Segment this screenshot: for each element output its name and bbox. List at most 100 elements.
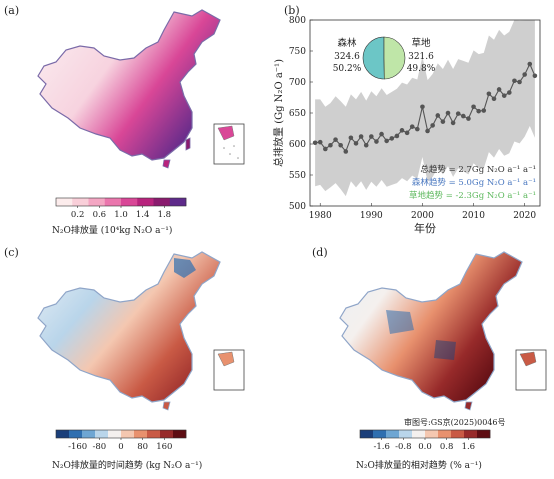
y-axis-label: 总排放量 (Gg N₂O a⁻¹): [272, 59, 285, 167]
taiwan-island: [185, 137, 191, 151]
colorbar-swatch: [169, 198, 187, 206]
data-point: [389, 136, 395, 141]
data-point: [466, 116, 471, 121]
colorbar-swatch: [121, 430, 135, 438]
data-point: [527, 61, 533, 67]
data-point: [420, 104, 425, 110]
colorbar-tick-label: 80: [137, 442, 148, 452]
hainan-island: [162, 159, 171, 169]
data-point: [445, 110, 451, 116]
data-point: [455, 111, 461, 116]
colorbar-tick-label: 0: [118, 442, 123, 452]
china-map-region: [37, 9, 221, 161]
data-point: [409, 124, 415, 129]
colorbar-swatch: [82, 430, 96, 438]
pie-percent: 49.8%: [407, 64, 436, 74]
data-point: [343, 149, 349, 154]
trend-annotation: 森林趋势 = 5.0Gg N₂O a⁻¹ a⁻¹: [412, 177, 536, 188]
colorbar-swatch: [69, 430, 83, 438]
data-point: [440, 119, 446, 124]
colorbar-tick-label: -0.8: [395, 442, 411, 452]
pie-slice: [383, 36, 406, 80]
colorbar-tick-label: 160: [156, 442, 172, 452]
colorbar-tick-label: -160: [68, 442, 87, 452]
data-point: [399, 128, 405, 133]
trend-annotation: 草地趋势 = -2.3Gg N₂O a⁻¹ a⁻¹: [409, 190, 536, 201]
hainan-island: [464, 401, 473, 411]
colorbar-swatch: [147, 430, 161, 438]
colorbar-tick-label: 0.2: [71, 210, 85, 220]
colorbar-tick-label: -1.6: [373, 442, 389, 452]
colorbar-swatch: [95, 430, 109, 438]
data-point: [507, 90, 512, 95]
x-axis-label: 年份: [414, 221, 436, 235]
south-china-sea-inset: [515, 349, 547, 391]
pie-value: 321.6: [408, 52, 434, 62]
data-point: [353, 141, 359, 146]
panel-label-d: (d): [312, 246, 328, 259]
colorbar-a: 0.2 0.6 1.0 1.4 1.8: [55, 197, 187, 220]
y-tick-label: 700: [289, 78, 306, 88]
data-point: [323, 146, 328, 152]
colorbar-tick-label: 1.8: [158, 210, 172, 220]
data-point: [496, 87, 502, 92]
x-tick-label: 1980: [309, 211, 332, 221]
data-point: [384, 138, 389, 144]
map-relative-trend: [339, 251, 547, 411]
pie-percent: 50.2%: [333, 64, 362, 74]
data-point: [425, 128, 430, 134]
colorbar-tick-label: 0.6: [93, 210, 107, 220]
colorbar-swatch: [451, 430, 465, 438]
colorbar-tick-label: 0.8: [440, 442, 454, 452]
colorbar-swatch: [56, 198, 73, 206]
x-tick-label: 2010: [462, 211, 485, 221]
data-point: [532, 73, 538, 79]
colorbar-swatch: [399, 430, 413, 438]
data-point: [461, 113, 466, 119]
data-point: [374, 139, 379, 144]
colorbar-swatch: [72, 198, 89, 206]
y-tick-label: 600: [289, 140, 306, 150]
data-point: [471, 104, 476, 110]
map-temporal-trend: [37, 251, 245, 411]
panel-label-b: (b): [284, 4, 300, 17]
x-tick-label: 2000: [411, 211, 434, 221]
data-point: [317, 139, 323, 145]
map-emission-china: [37, 9, 245, 169]
trend-annotation: 总趋势 = 2.7Gg N₂O a⁻¹ a⁻¹: [420, 164, 536, 175]
colorbar-tick-label: 1.6: [462, 442, 476, 452]
colorbar-swatch: [173, 430, 187, 438]
data-point: [450, 120, 456, 126]
data-point: [379, 131, 384, 137]
y-tick-label: 800: [289, 16, 306, 26]
data-point: [348, 135, 354, 141]
colorbar-d: -1.6 -0.8 0.0 0.8 1.6: [359, 429, 491, 452]
data-point: [476, 108, 481, 114]
data-point: [358, 134, 364, 139]
colorbar-a-title: N₂O排放量 (10⁴kg N₂O a⁻¹): [52, 226, 173, 236]
colorbar-c: -160 -80 0 80 160: [55, 429, 187, 452]
pie-slice: [362, 36, 385, 80]
data-point: [501, 93, 507, 98]
data-point: [415, 126, 420, 132]
colorbar-swatch: [425, 430, 439, 438]
colorbar-swatch: [56, 430, 70, 438]
data-point: [517, 79, 522, 85]
y-tick-label: 500: [289, 202, 306, 212]
data-point: [430, 123, 435, 128]
colorbar-swatch: [464, 430, 478, 438]
colorbar-swatch: [477, 430, 491, 438]
colorbar-swatch: [134, 430, 148, 438]
data-point: [491, 96, 497, 102]
colorbar-swatch: [108, 430, 122, 438]
y-tick-label: 550: [289, 171, 306, 181]
colorbar-swatch: [373, 430, 387, 438]
data-point: [394, 133, 400, 139]
y-tick-label: 650: [289, 109, 306, 119]
x-tick-label: 1990: [360, 211, 383, 221]
y-tick-label: 750: [289, 47, 306, 57]
colorbar-swatch: [121, 198, 138, 206]
data-point: [312, 140, 318, 146]
data-point: [328, 142, 333, 148]
colorbar-swatch: [153, 198, 171, 206]
